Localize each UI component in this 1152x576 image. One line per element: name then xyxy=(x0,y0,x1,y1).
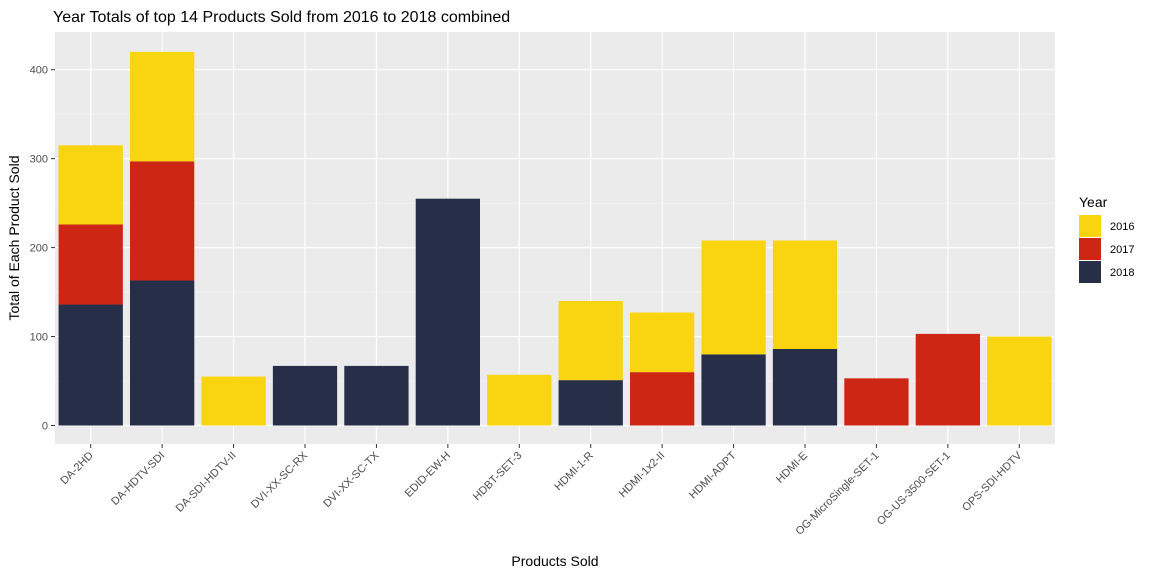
x-tick-label: HDBT-SET-3 xyxy=(471,450,524,503)
bar-segment xyxy=(558,300,623,381)
x-tick-label: HDMI-ADPT xyxy=(687,449,739,501)
bar-segment xyxy=(415,198,480,426)
x-tick-label: DA-SDI-HDTV-II xyxy=(174,450,239,515)
bar-segment xyxy=(701,240,766,355)
x-axis-title: Products Sold xyxy=(511,553,598,569)
bar-segment xyxy=(987,336,1052,426)
bar-segment xyxy=(201,376,266,426)
x-tick-label: OG-MicroSingle-SET-1 xyxy=(794,450,882,538)
bar-segment xyxy=(272,365,338,426)
plot-panel xyxy=(55,32,1055,444)
bar-segment xyxy=(130,161,195,281)
bar-segment xyxy=(772,240,838,350)
x-tick-label: HDMI-1-R xyxy=(552,450,596,494)
bar-segment xyxy=(630,372,695,426)
y-tick-label: 400 xyxy=(30,65,48,77)
legend: Year 2016 2017 2018 xyxy=(1079,194,1134,283)
bar-segment xyxy=(701,354,766,426)
bar-segment xyxy=(58,304,123,426)
chart-title: Year Totals of top 14 Products Sold from… xyxy=(53,9,510,26)
x-tick-label: DVI-XX-SC-TX xyxy=(321,449,382,510)
y-axis: 0 100 200 300 400 xyxy=(30,65,55,433)
x-axis: DA-2HD DA-HDTV-SDI DA-SDI-HDTV-II DVI-XX-SC… xyxy=(58,444,1025,538)
legend-swatch xyxy=(1079,238,1101,260)
x-tick-label: DVI-XX-SC-RX xyxy=(249,449,311,511)
y-axis-title: Total of Each Product Sold xyxy=(6,156,22,321)
bars-group xyxy=(58,51,1052,426)
legend-label: 2017 xyxy=(1110,244,1134,256)
x-tick-label: OPS-SDI-HDTV xyxy=(960,449,1025,514)
bar-segment xyxy=(915,333,980,426)
x-tick-label: HDMI-1x2-II xyxy=(617,450,667,500)
y-tick-label: 100 xyxy=(30,332,48,344)
bar-segment xyxy=(844,378,909,426)
bar-segment xyxy=(772,349,838,426)
bar-segment xyxy=(630,312,695,373)
x-tick-label: OG-US-3500-SET-1 xyxy=(875,450,953,528)
legend-label: 2016 xyxy=(1110,221,1134,233)
legend-swatch xyxy=(1079,215,1101,237)
bar-segment xyxy=(344,365,409,426)
x-tick-label: EDID-EW-H xyxy=(403,450,453,500)
bar-segment xyxy=(558,380,623,426)
legend-title: Year xyxy=(1079,194,1108,210)
x-tick-label: DA-HDTV-SDI xyxy=(109,450,167,508)
bar-segment xyxy=(487,374,552,426)
x-tick-label: HDMI-E xyxy=(774,450,810,486)
legend-swatch xyxy=(1079,261,1101,283)
bar-segment xyxy=(130,51,195,162)
bar-segment xyxy=(58,145,123,225)
y-tick-label: 300 xyxy=(30,154,48,166)
x-tick-label: DA-2HD xyxy=(58,450,95,487)
legend-label: 2018 xyxy=(1110,267,1134,279)
bar-segment xyxy=(58,224,123,305)
y-tick-label: 0 xyxy=(42,421,48,433)
bar-segment xyxy=(130,280,195,426)
y-tick-label: 200 xyxy=(30,243,48,255)
